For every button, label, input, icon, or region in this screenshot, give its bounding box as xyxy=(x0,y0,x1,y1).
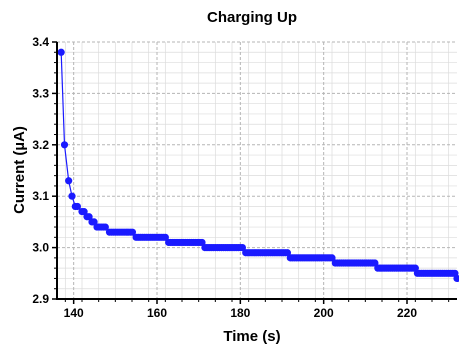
data-point xyxy=(73,202,82,211)
plot-area xyxy=(57,48,459,283)
data-point xyxy=(60,141,69,149)
axes xyxy=(56,42,457,300)
x-tick-label: 160 xyxy=(147,306,167,320)
data-point xyxy=(65,177,73,185)
y-tick-label: 3.0 xyxy=(32,241,49,255)
grid xyxy=(57,41,457,299)
x-tick-label: 220 xyxy=(397,306,417,320)
data-point xyxy=(57,48,65,56)
x-tick-label: 200 xyxy=(314,306,334,320)
y-tick-label: 3.3 xyxy=(32,86,49,100)
data-point xyxy=(453,274,459,283)
data-point xyxy=(161,233,169,241)
y-axis-label: Current (µA) xyxy=(11,126,28,214)
data-point xyxy=(101,223,109,231)
data-point xyxy=(68,192,76,200)
x-tick-label: 180 xyxy=(230,306,250,320)
x-axis-label: Time (s) xyxy=(223,328,280,345)
x-axis: 140 160 180 200 220 xyxy=(64,299,450,320)
y-tick-label: 3.4 xyxy=(32,35,49,49)
chart-title: Charging Up xyxy=(207,9,297,26)
y-axis: 2.9 3.0 3.1 3.2 3.3 3.4 xyxy=(32,35,57,306)
series-points xyxy=(57,48,459,283)
data-point xyxy=(328,254,336,262)
y-tick-label: 3.2 xyxy=(32,138,49,152)
y-tick-label: 3.1 xyxy=(32,189,49,203)
data-point xyxy=(238,244,247,252)
x-tick-label: 140 xyxy=(64,306,84,320)
y-tick-label: 2.9 xyxy=(32,292,49,306)
data-point xyxy=(128,228,137,236)
